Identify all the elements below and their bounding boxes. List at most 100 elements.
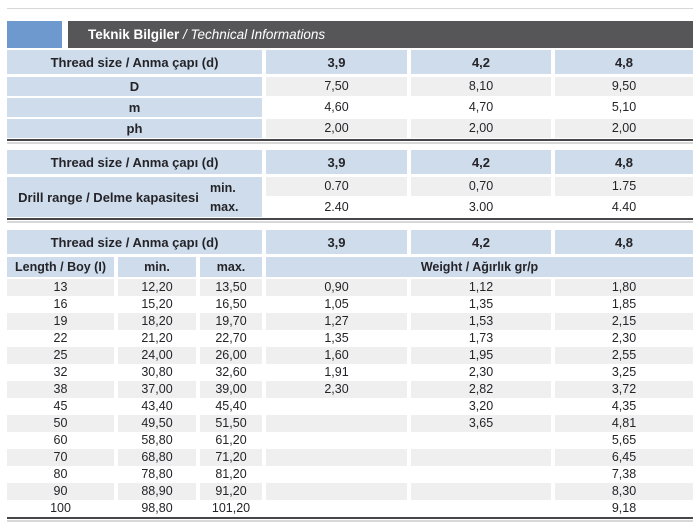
max-header: max. xyxy=(200,257,262,277)
dimension-value: 2,00 xyxy=(266,119,407,138)
length-value: 70 xyxy=(7,449,114,466)
drill-range-value: 1.75 xyxy=(555,177,693,196)
length-max-value: 101,20 xyxy=(200,500,262,517)
length-weight-row: 90 88,90 91,20 8,30 xyxy=(7,483,693,500)
dimension-label: ph xyxy=(7,119,262,138)
length-weight-table: Thread size / Anma çapı (d) 3,9 4,2 4,8 … xyxy=(7,230,693,517)
weight-value xyxy=(411,483,551,500)
length-weight-row: 80 78,80 81,20 7,38 xyxy=(7,466,693,483)
length-min-value: 12,20 xyxy=(118,279,196,296)
weight-value xyxy=(266,466,407,483)
length-min-value: 18,20 xyxy=(118,313,196,330)
dimension-row: ph 2,00 2,00 2,00 xyxy=(7,119,693,138)
length-weight-row: 22 21,20 22,70 1,35 1,73 2,30 xyxy=(7,330,693,347)
weight-value: 4,35 xyxy=(555,398,693,415)
length-weight-row: 13 12,20 13,50 0,90 1,12 1,80 xyxy=(7,279,693,296)
thread-size-4-8: 4,8 xyxy=(555,150,693,174)
drill-range-value: 0.70 xyxy=(266,177,407,196)
length-value: 16 xyxy=(7,296,114,313)
drill-range-label: Drill range / Delme kapasitesi xyxy=(18,189,199,205)
table-divider xyxy=(7,139,693,141)
weight-value: 3,65 xyxy=(411,415,551,432)
length-weight-row: 38 37,00 39,00 2,30 2,82 3,72 xyxy=(7,381,693,398)
weight-value: 9,18 xyxy=(555,500,693,517)
length-value: 25 xyxy=(7,347,114,364)
drill-range-value: 2.40 xyxy=(266,198,407,217)
length-value: 60 xyxy=(7,432,114,449)
weight-value: 1,85 xyxy=(555,296,693,313)
drill-range-label-cell: Drill range / Delme kapasitesi min. max. xyxy=(7,177,262,217)
weight-header: Weight / Ağırlık gr/p xyxy=(266,257,693,277)
dimension-value: 4,70 xyxy=(411,98,551,117)
thread-size-3-9: 3,9 xyxy=(266,150,407,174)
table-divider xyxy=(7,218,693,220)
weight-value: 2,30 xyxy=(411,364,551,381)
length-weight-subheader: Length / Boy (I) min. max. Weight / Ağır… xyxy=(7,257,693,277)
length-max-value: 71,20 xyxy=(200,449,262,466)
thread-size-4-8: 4,8 xyxy=(555,230,693,254)
length-value: 22 xyxy=(7,330,114,347)
length-min-value: 30,80 xyxy=(118,364,196,381)
weight-value: 1,35 xyxy=(411,296,551,313)
thread-size-3-9: 3,9 xyxy=(266,50,407,74)
bottom-divider xyxy=(7,517,693,519)
length-min-value: 15,20 xyxy=(118,296,196,313)
weight-value xyxy=(411,500,551,517)
length-min-value: 21,20 xyxy=(118,330,196,347)
weight-value: 1,80 xyxy=(555,279,693,296)
weight-value xyxy=(411,449,551,466)
section-title-en: / Technical Informations xyxy=(179,27,326,42)
min-header: min. xyxy=(118,257,196,277)
accent-square xyxy=(7,21,62,48)
dimension-value: 2,00 xyxy=(555,119,693,138)
length-weight-table-header: Thread size / Anma çapı (d) 3,9 4,2 4,8 xyxy=(7,230,693,254)
weight-value: 5,65 xyxy=(555,432,693,449)
dimensions-table: Thread size / Anma çapı (d) 3,9 4,2 4,8 … xyxy=(7,50,693,140)
length-min-value: 88,90 xyxy=(118,483,196,500)
section-title-bar: Teknik Bilgiler / Technical Informations xyxy=(7,21,693,48)
length-max-value: 19,70 xyxy=(200,313,262,330)
weight-value: 3,25 xyxy=(555,364,693,381)
weight-value: 8,30 xyxy=(555,483,693,500)
max-label: max. xyxy=(210,199,239,214)
dimension-value: 5,10 xyxy=(555,98,693,117)
length-value: 50 xyxy=(7,415,114,432)
length-value: 19 xyxy=(7,313,114,330)
length-max-value: 91,20 xyxy=(200,483,262,500)
thread-size-header: Thread size / Anma çapı (d) xyxy=(7,230,262,254)
weight-value: 6,45 xyxy=(555,449,693,466)
dimension-value: 2,00 xyxy=(411,119,551,138)
top-divider xyxy=(7,8,693,9)
weight-value: 3,72 xyxy=(555,381,693,398)
length-weight-row: 25 24,00 26,00 1,60 1,95 2,55 xyxy=(7,347,693,364)
thread-size-header: Thread size / Anma çapı (d) xyxy=(7,50,262,74)
drill-range-sublabels: min. max. xyxy=(210,178,262,216)
drill-range-table: Thread size / Anma çapı (d) 3,9 4,2 4,8 … xyxy=(7,150,693,217)
length-value: 32 xyxy=(7,364,114,381)
length-min-value: 68,80 xyxy=(118,449,196,466)
weight-value xyxy=(411,432,551,449)
length-weight-table-body: 13 12,20 13,50 0,90 1,12 1,80 16 15,20 16,50 1,05… xyxy=(7,279,693,517)
weight-value: 1,35 xyxy=(266,330,407,347)
length-value: 80 xyxy=(7,466,114,483)
length-weight-row: 16 15,20 16,50 1,05 1,35 1,85 xyxy=(7,296,693,313)
length-weight-row: 70 68,80 71,20 6,45 xyxy=(7,449,693,466)
length-min-value: 49,50 xyxy=(118,415,196,432)
length-max-value: 51,50 xyxy=(200,415,262,432)
section-title: Teknik Bilgiler / Technical Informations xyxy=(68,21,693,48)
weight-value: 2,55 xyxy=(555,347,693,364)
length-max-value: 39,00 xyxy=(200,381,262,398)
weight-value: 1,12 xyxy=(411,279,551,296)
length-max-value: 22,70 xyxy=(200,330,262,347)
thread-size-4-2: 4,2 xyxy=(411,50,551,74)
thread-size-4-2: 4,2 xyxy=(411,230,551,254)
weight-value: 1,73 xyxy=(411,330,551,347)
drill-range-row: 2.40 3.00 4.40 xyxy=(266,198,693,217)
weight-value: 1,27 xyxy=(266,313,407,330)
weight-value xyxy=(266,483,407,500)
drill-range-value: 3.00 xyxy=(411,198,551,217)
drill-range-table-body: Drill range / Delme kapasitesi min. max.… xyxy=(7,177,693,217)
weight-value: 1,95 xyxy=(411,347,551,364)
weight-value: 4,81 xyxy=(555,415,693,432)
section-title-tr: Teknik Bilgiler xyxy=(88,27,180,42)
